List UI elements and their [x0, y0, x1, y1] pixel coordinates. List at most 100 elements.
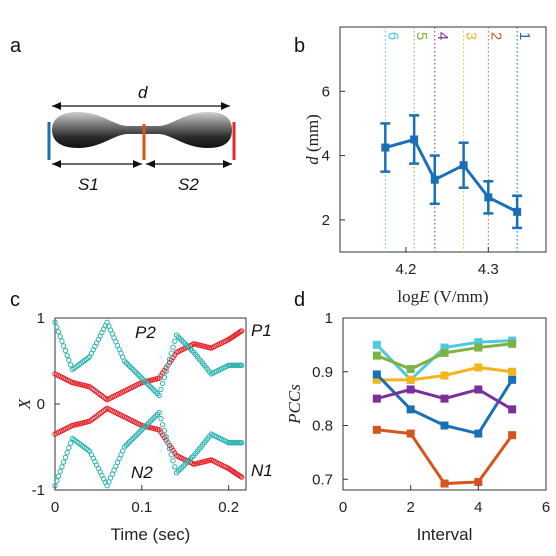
series-5-point	[440, 479, 449, 488]
series-3-marker	[59, 464, 65, 470]
series-4-point	[440, 394, 449, 403]
series-1-point	[474, 343, 483, 352]
vline-label-6: 6	[384, 32, 401, 40]
series-1-marker	[159, 380, 166, 387]
s-arrow-heads	[52, 160, 232, 168]
series-3-point	[406, 405, 415, 414]
series-1-marker	[161, 374, 168, 381]
plot-frame	[342, 317, 547, 491]
series-1-point	[406, 365, 415, 374]
series-1-point	[440, 348, 449, 357]
series-3-marker	[55, 473, 62, 479]
ytick-label: 0.8	[312, 418, 333, 435]
series-1-marker	[158, 386, 164, 393]
x-axis-label: Interval	[417, 525, 473, 544]
series-1-marker	[168, 350, 175, 356]
series-3-marker	[170, 458, 176, 464]
data-point	[430, 175, 439, 184]
x-axis-label: logE (V/mm)	[397, 287, 488, 306]
series-1-marker	[64, 352, 70, 359]
ytick-label: -1	[32, 482, 45, 499]
series-3-marker	[165, 440, 171, 446]
series-3-marker	[60, 459, 67, 465]
series-3-point	[440, 421, 449, 430]
series-1-marker	[172, 338, 178, 344]
series-3-marker	[159, 421, 166, 428]
series-label-N1: N1	[251, 461, 273, 480]
series-1-marker	[52, 319, 58, 325]
series-5-line	[376, 428, 514, 486]
panel-label-d: d	[294, 289, 305, 311]
series-1-point	[372, 351, 381, 360]
series-1-marker	[62, 347, 69, 354]
ytick-label: 4	[322, 148, 330, 165]
series-3-marker	[158, 415, 164, 422]
series-2-point	[440, 371, 449, 380]
data-point	[513, 207, 522, 216]
vline-label-1: 1	[516, 32, 533, 40]
data-point	[410, 135, 419, 144]
xtick-label: 4.3	[478, 261, 499, 278]
series-4-point	[406, 385, 415, 394]
xtick-label: 0.1	[131, 499, 152, 516]
xtick-label: 0	[51, 499, 59, 516]
vline-label-4: 4	[434, 32, 451, 40]
xtick-label: 4	[474, 499, 482, 516]
chart-c: -1 0 1 0 0.1 0.2 P1 P2 N1 N2 Time (sec) X	[15, 310, 273, 544]
series-1-marker	[165, 362, 171, 368]
series-3-marker	[166, 446, 173, 452]
data-point	[484, 193, 493, 202]
ytick-label: 0.7	[312, 471, 333, 488]
series-2-point	[508, 367, 517, 376]
series-label-P1: P1	[251, 321, 272, 340]
ytick-label: 6	[322, 83, 330, 100]
xtick-label: 4.2	[395, 261, 416, 278]
series-4-point	[372, 394, 381, 403]
ytick-label: 1	[325, 310, 333, 327]
y-axis-label: X	[15, 398, 34, 410]
series-2-point	[372, 375, 381, 384]
panel-label-c: c	[10, 289, 20, 311]
data-point	[381, 143, 390, 152]
series-1-marker	[166, 356, 173, 362]
plot-frame	[339, 26, 547, 253]
series-0-point	[372, 340, 381, 349]
series-3-marker	[161, 427, 168, 434]
series-1-marker	[57, 333, 63, 340]
chart-d: 0.7 0.8 0.9 1 0 2 4 6 Interval PCCs	[285, 310, 550, 544]
y-axis-label: d (mm)	[303, 114, 322, 165]
d-label: d	[138, 83, 148, 102]
series-3-marker	[163, 433, 169, 440]
series-3-marker	[57, 468, 63, 475]
vline-label-2: 2	[487, 32, 504, 40]
series-1-marker	[170, 344, 176, 350]
series-1-marker	[55, 329, 62, 335]
series-3-marker	[64, 449, 70, 456]
panel-label-a: a	[10, 35, 22, 57]
series-2-point	[406, 375, 415, 384]
series-1-point	[508, 339, 517, 348]
xtick-label: 0.2	[218, 499, 239, 516]
series-3-point	[474, 429, 483, 438]
series-1-marker	[54, 324, 60, 330]
series-2-point	[474, 363, 483, 372]
data-point	[459, 161, 468, 170]
xtick-label: 6	[542, 499, 550, 516]
ytick-label: 0	[37, 396, 45, 413]
series-1-marker	[156, 392, 162, 399]
vline-label-3: 3	[463, 32, 480, 40]
series-5-point	[474, 477, 483, 486]
series-1-marker	[163, 368, 169, 375]
vline-label-5: 5	[413, 32, 430, 40]
series-0-point	[474, 338, 483, 347]
y-axis-label: PCCs	[285, 384, 304, 425]
series-3-point	[372, 370, 381, 379]
series-3-marker	[66, 445, 72, 451]
series-1-marker	[238, 362, 245, 368]
series-5-point	[508, 431, 517, 440]
series-3-marker	[238, 440, 245, 446]
series-3-marker	[168, 452, 175, 458]
series-3-point	[508, 375, 517, 384]
